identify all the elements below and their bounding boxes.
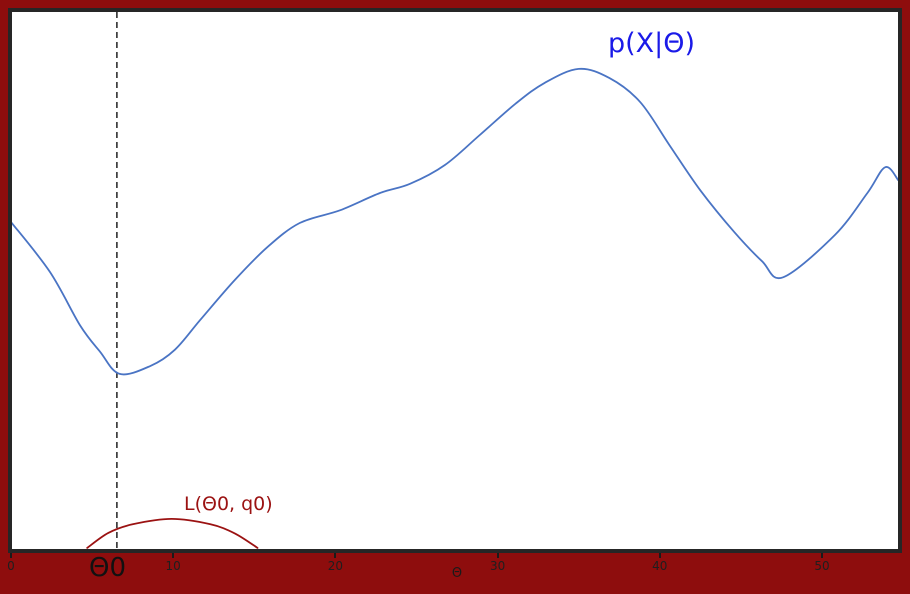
p-curve-label: p(X|Θ) [608, 28, 696, 59]
x-tick-mark-30 [496, 553, 499, 558]
x-axis-label: Θ [451, 566, 463, 581]
l-curve-label: L(Θ0, q0) [184, 493, 273, 515]
x-tick-mark-40 [658, 553, 661, 558]
plot-area [8, 8, 902, 553]
x-tick-label-20: 20 [327, 559, 344, 573]
x-tick-mark-50 [821, 553, 823, 558]
x-tick-mark-0 [10, 553, 12, 558]
x-tick-mark-10 [172, 553, 175, 558]
lower-bound-curve-l [86, 517, 259, 549]
x-tick-label-30: 30 [489, 559, 506, 573]
x-tick-label-40: 40 [652, 559, 668, 573]
likelihood-curve-p [12, 67, 898, 376]
x-tick-label-50: 50 [814, 559, 830, 573]
x-tick-mark-20 [334, 553, 337, 558]
x-tick-label-0: 0 [7, 559, 15, 573]
chart-canvas [12, 12, 898, 549]
theta0-label: Θ0 [89, 553, 127, 583]
x-tick-label-10: 10 [165, 559, 181, 573]
